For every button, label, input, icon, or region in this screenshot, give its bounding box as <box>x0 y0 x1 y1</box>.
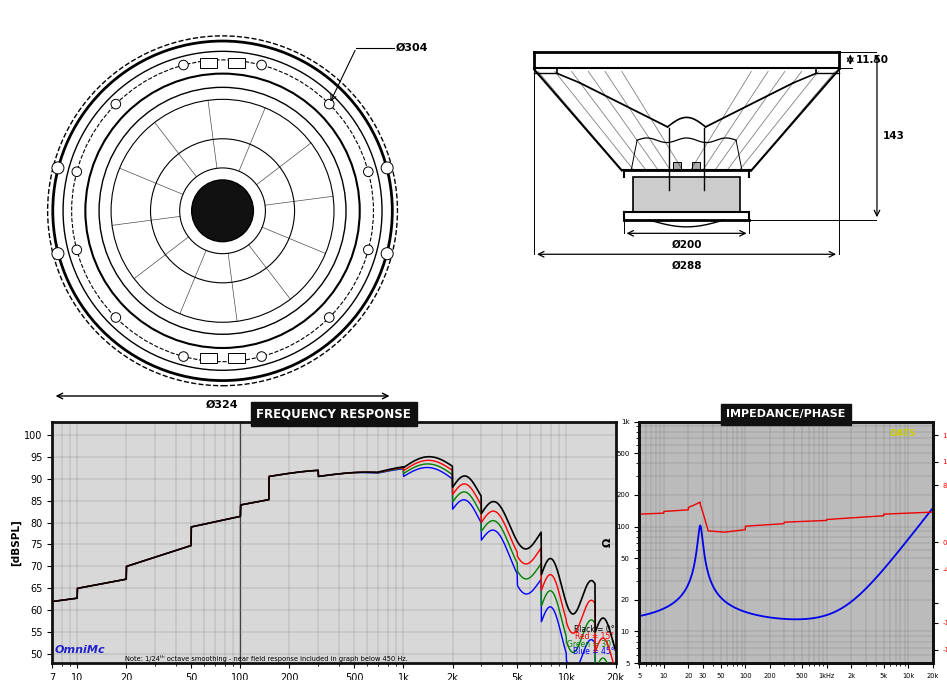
Bar <box>673 162 681 171</box>
Text: DATS: DATS <box>888 429 915 438</box>
Title: IMPEDANCE/PHASE: IMPEDANCE/PHASE <box>726 409 846 420</box>
Circle shape <box>111 313 120 322</box>
Y-axis label: Ω: Ω <box>603 538 614 547</box>
Text: 11.50: 11.50 <box>856 54 889 65</box>
Text: Black = 0°: Black = 0° <box>574 625 615 634</box>
Circle shape <box>364 167 373 177</box>
Text: Blue = 45°: Blue = 45° <box>573 647 615 656</box>
Text: Ø304: Ø304 <box>396 43 428 53</box>
Circle shape <box>191 180 254 241</box>
Text: Ø288: Ø288 <box>671 261 702 271</box>
Bar <box>200 353 218 363</box>
Text: 143: 143 <box>883 131 904 141</box>
Text: Note: 1/24ᵗʰ octave smoothing - near field response included in graph below 450 : Note: 1/24ᵗʰ octave smoothing - near fie… <box>125 655 407 662</box>
Circle shape <box>52 162 64 174</box>
Circle shape <box>257 61 266 70</box>
Bar <box>200 58 218 69</box>
Circle shape <box>111 99 120 109</box>
Text: Green = 30°: Green = 30° <box>566 639 615 649</box>
Text: Ø200: Ø200 <box>671 240 702 250</box>
Circle shape <box>381 248 393 260</box>
Text: Red = 15°: Red = 15° <box>575 632 615 641</box>
Text: Ø324: Ø324 <box>206 399 239 409</box>
Bar <box>227 58 245 69</box>
Circle shape <box>52 248 64 260</box>
Y-axis label: [dBSPL]: [dBSPL] <box>11 519 21 566</box>
Text: OmniMc: OmniMc <box>55 645 105 656</box>
Circle shape <box>179 352 188 361</box>
Circle shape <box>72 245 81 254</box>
Circle shape <box>325 99 334 109</box>
Bar <box>227 353 245 363</box>
Bar <box>634 177 740 211</box>
Circle shape <box>381 162 393 174</box>
Circle shape <box>364 245 373 254</box>
Circle shape <box>325 313 334 322</box>
Circle shape <box>179 61 188 70</box>
Title: FREQUENCY RESPONSE: FREQUENCY RESPONSE <box>257 407 411 420</box>
Circle shape <box>72 167 81 177</box>
Circle shape <box>257 352 266 361</box>
Bar <box>692 162 700 171</box>
